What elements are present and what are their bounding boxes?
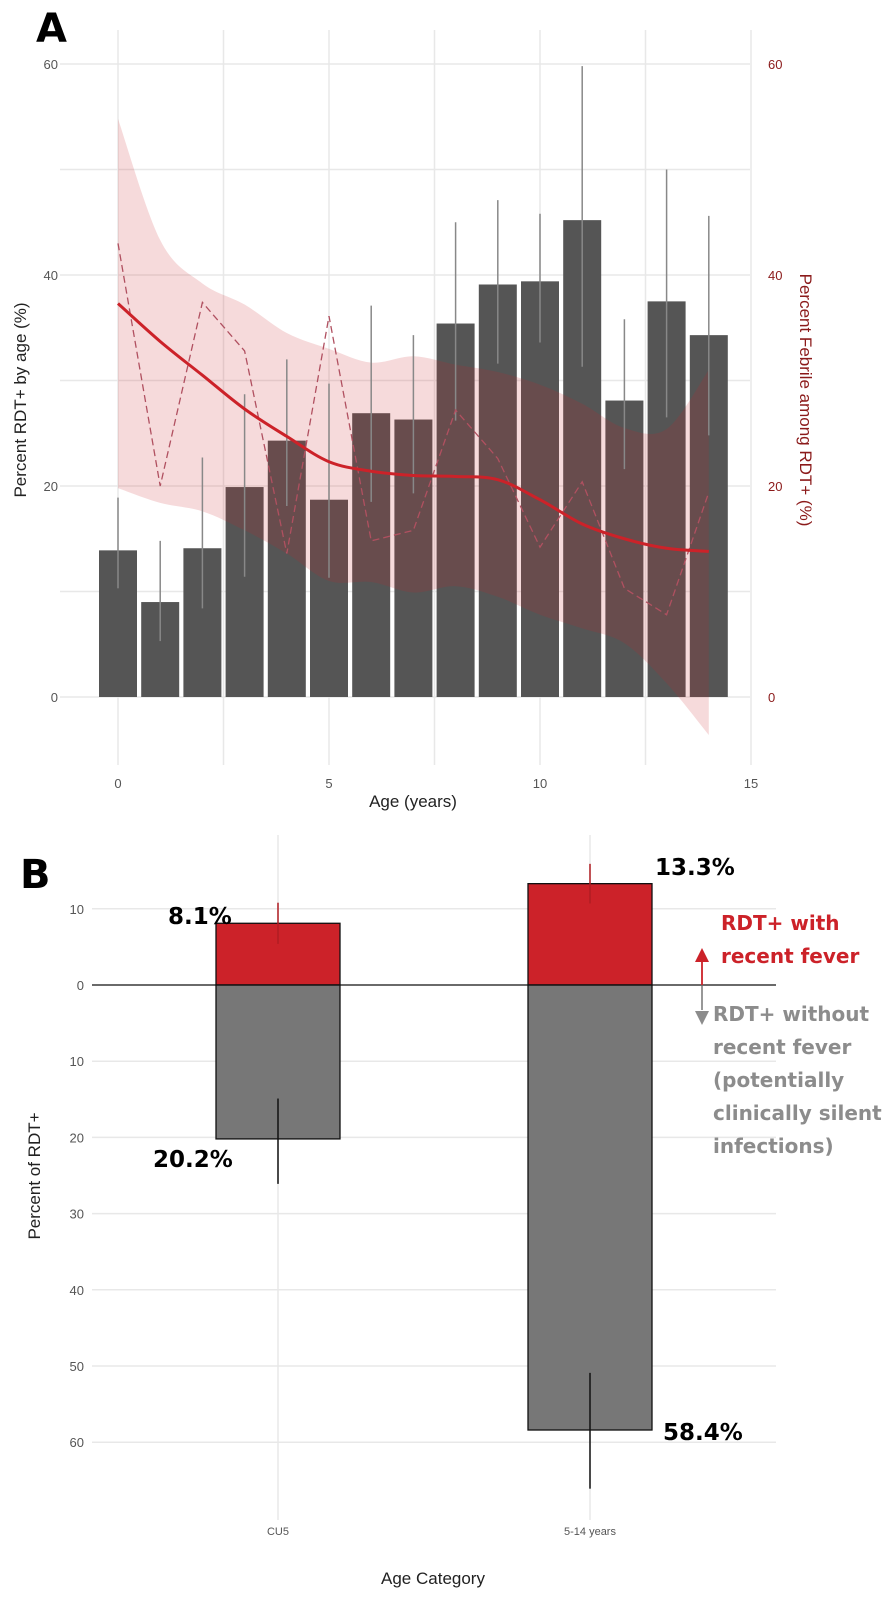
panel-a-y-tick-60: 60 — [44, 57, 58, 72]
panel-a: A 0 5 10 15 0 20 40 60 0 20 40 60 Age (years) Perce… — [11, 6, 815, 811]
panel-b-ticks: 10 0 10 20 30 40 50 60 CU5 5-14 years — [70, 902, 617, 1538]
panel-a-y2-tick-20: 20 — [768, 479, 782, 494]
panel-a-y2-tick-40: 40 — [768, 268, 782, 283]
panel-a-febrile-trend-line — [116, 302, 709, 553]
panel-b-y-tick-3: 20 — [70, 1130, 84, 1145]
panel-a-error-bars — [117, 66, 710, 642]
panel-b-data-label-1: 13.3% — [655, 855, 735, 881]
panel-a-letter: A — [36, 6, 67, 52]
panel-b-y-tick-2: 10 — [70, 1054, 84, 1069]
legend-fever-line-0: RDT+ with — [721, 911, 840, 935]
panel-b-x-tick-1: 5-14 years — [564, 1526, 616, 1538]
panel-a-x-tick-5: 5 — [325, 776, 332, 791]
panel-b-x-tick-0: CU5 — [267, 1526, 289, 1538]
panel-a-ticks: 0 5 10 15 0 20 40 60 0 20 40 60 — [44, 57, 783, 791]
legend-nofever-line-2: (potentially — [713, 1068, 844, 1092]
legend-down-arrow-icon — [695, 1011, 709, 1025]
legend-fever-line-1: recent fever — [721, 944, 859, 968]
panel-a-lines — [116, 243, 710, 616]
panel-b-y-tick-6: 50 — [70, 1359, 84, 1374]
panel-b-error-bars — [277, 863, 591, 1489]
panel-b: B 10 0 10 20 30 40 50 60 CU5 5-14 years 8.1% 13.3%… — [20, 835, 882, 1588]
panel-b-legend: RDT+ with recent fever RDT+ without recent … — [695, 911, 882, 1158]
panel-a-bars — [99, 220, 728, 697]
panel-b-x-axis-title: Age Category — [381, 1569, 485, 1588]
panel-b-letter: B — [20, 852, 51, 898]
panel-a-febrile-dashed-line — [117, 243, 710, 616]
panel-b-gridlines — [92, 835, 776, 1520]
panel-b-y-tick-4: 30 — [70, 1207, 84, 1222]
panel-b-bar-nofever-1 — [527, 984, 653, 1431]
panel-b-y-tick-7: 60 — [70, 1435, 84, 1450]
panel-b-data-label-0: 8.1% — [168, 904, 232, 930]
panel-a-bar-age-10 — [521, 281, 559, 697]
legend-nofever-line-1: recent fever — [713, 1035, 851, 1059]
legend-up-arrow-icon — [695, 948, 709, 962]
panel-a-x-tick-10: 10 — [533, 776, 547, 791]
panel-b-y-axis-title: Percent of RDT+ — [25, 1112, 44, 1239]
panel-a-y-tick-0: 0 — [51, 690, 58, 705]
panel-b-data-label-3: 58.4% — [663, 1420, 743, 1446]
panel-a-y-tick-40: 40 — [44, 268, 58, 283]
panel-a-x-tick-0: 0 — [114, 776, 121, 791]
panel-a-y2-axis-title: Percent Febrile among RDT+ (%) — [796, 274, 815, 527]
legend-nofever-line-0: RDT+ without — [713, 1002, 869, 1026]
panel-b-data-label-2: 20.2% — [153, 1147, 233, 1173]
panel-a-y-axis-title: Percent RDT+ by age (%) — [11, 302, 30, 497]
panel-b-y-tick-5: 40 — [70, 1283, 84, 1298]
legend-nofever-line-4: infections) — [713, 1134, 834, 1158]
panel-b-y-tick-0: 10 — [70, 902, 84, 917]
panel-a-x-tick-15: 15 — [744, 776, 758, 791]
panel-b-bars — [92, 883, 776, 1431]
panel-b-data-labels: 8.1% 13.3% 20.2% 58.4% — [153, 855, 743, 1446]
panel-a-x-axis-title: Age (years) — [369, 792, 457, 811]
panel-a-y-tick-20: 20 — [44, 479, 58, 494]
panel-b-y-tick-1: 0 — [77, 978, 84, 993]
panel-a-y2-tick-60: 60 — [768, 57, 782, 72]
panel-a-y2-tick-0: 0 — [768, 690, 775, 705]
legend-nofever-line-3: clinically silent — [713, 1101, 882, 1125]
